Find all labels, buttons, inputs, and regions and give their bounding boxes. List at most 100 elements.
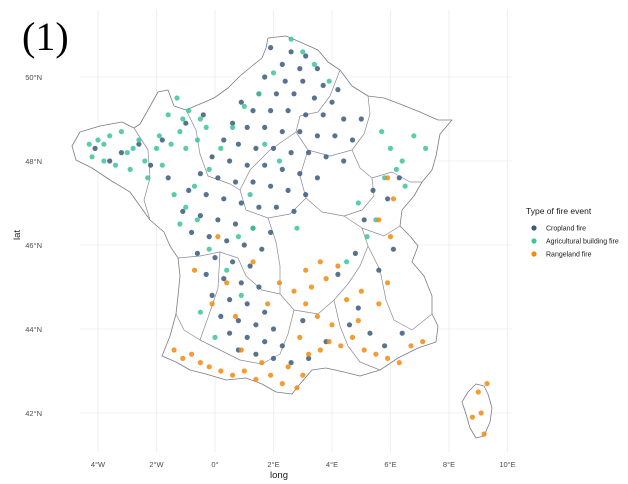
fire-point <box>209 301 215 307</box>
fire-point <box>191 267 198 273</box>
fire-point <box>314 133 320 139</box>
fire-point <box>183 145 189 151</box>
fire-point <box>230 124 236 130</box>
fire-point <box>361 347 367 353</box>
fire-point <box>86 141 92 147</box>
fire-point <box>390 196 396 202</box>
fire-point <box>481 431 487 437</box>
fire-point <box>232 313 239 319</box>
fire-point <box>262 74 268 80</box>
fire-point <box>314 175 320 181</box>
fire-point <box>355 305 361 311</box>
region-boundary-auvergne <box>267 215 369 315</box>
fire-point <box>194 217 200 223</box>
fire-point <box>262 124 268 130</box>
fire-point <box>238 292 244 298</box>
fire-point <box>250 179 256 185</box>
fire-point <box>180 116 186 122</box>
fire-point <box>385 175 391 181</box>
fire-point <box>215 217 221 223</box>
fire-point <box>127 166 133 172</box>
fire-point <box>387 145 394 151</box>
fire-point <box>153 145 160 151</box>
fire-point <box>230 372 236 378</box>
fire-point <box>273 91 279 97</box>
fire-point <box>326 78 332 84</box>
fire-point <box>385 280 391 286</box>
fire-point <box>159 162 165 168</box>
x-tick-label: 8°E <box>443 460 455 469</box>
fire-point <box>303 112 309 118</box>
fire-point <box>279 129 285 135</box>
fire-point <box>180 355 186 361</box>
fire-point <box>218 145 224 151</box>
fire-point <box>101 158 107 164</box>
legend-swatch <box>531 225 537 231</box>
fire-point <box>297 334 303 340</box>
fire-point <box>306 150 312 156</box>
x-tick-label: 4°E <box>326 460 338 469</box>
x-tick-label: 2°W <box>149 460 164 469</box>
fire-point <box>352 250 358 256</box>
fire-point <box>238 200 244 206</box>
region-boundary-occitanie <box>175 309 295 365</box>
y-tick-label: 42°N <box>25 409 42 418</box>
fire-point <box>241 103 247 109</box>
legend-title: Type of fire event <box>526 206 592 216</box>
fire-point <box>200 112 206 118</box>
fire-point <box>230 259 236 265</box>
y-tick-label: 48°N <box>25 157 42 166</box>
fire-point <box>279 61 285 67</box>
fire-point <box>194 250 200 256</box>
series-agricultural-building-fire <box>86 36 429 340</box>
fire-point <box>314 313 320 319</box>
fire-point <box>341 116 347 122</box>
fire-point <box>300 49 306 55</box>
fire-point <box>250 108 256 114</box>
fire-point <box>136 137 142 143</box>
fire-point <box>92 145 98 151</box>
fire-point <box>183 120 189 126</box>
fire-point <box>241 368 247 374</box>
fire-point <box>244 162 250 168</box>
fire-point <box>177 221 183 227</box>
fire-point <box>399 330 405 336</box>
fire-point <box>285 364 291 370</box>
fire-point <box>382 343 388 349</box>
fire-point <box>270 145 277 151</box>
fire-point <box>268 372 274 378</box>
fire-point <box>323 154 329 160</box>
fire-point <box>95 137 101 143</box>
fire-point <box>300 372 306 378</box>
x-tick-label: 2°E <box>267 460 279 469</box>
region-boundary-center <box>239 131 307 219</box>
fire-point <box>326 339 332 345</box>
y-tick-label: 50°N <box>25 73 42 82</box>
fire-point <box>364 234 370 240</box>
fire-point <box>171 192 177 198</box>
fire-point <box>262 162 268 168</box>
fire-point <box>232 221 239 227</box>
fire-point <box>276 280 282 286</box>
fire-point <box>285 108 291 114</box>
fire-point <box>203 124 209 130</box>
fire-point <box>317 259 323 265</box>
legend-swatch <box>531 251 537 257</box>
fire-point <box>186 187 192 193</box>
fire-point <box>221 196 227 202</box>
fire-point <box>385 196 391 202</box>
fire-point <box>142 158 148 164</box>
y-axis-ticks: 42°N 44°N 46°N 48°N 50°N <box>25 73 42 418</box>
fire-point <box>203 271 209 277</box>
fire-point <box>367 330 373 336</box>
fire-point <box>256 91 262 97</box>
fire-point <box>256 284 262 290</box>
fire-point <box>344 259 350 265</box>
fire-point <box>232 179 239 185</box>
fire-point <box>270 326 277 332</box>
fire-point <box>303 267 309 273</box>
fire-point <box>300 318 306 324</box>
fire-point <box>323 276 329 282</box>
fire-point <box>107 133 113 139</box>
fire-point <box>197 360 203 366</box>
